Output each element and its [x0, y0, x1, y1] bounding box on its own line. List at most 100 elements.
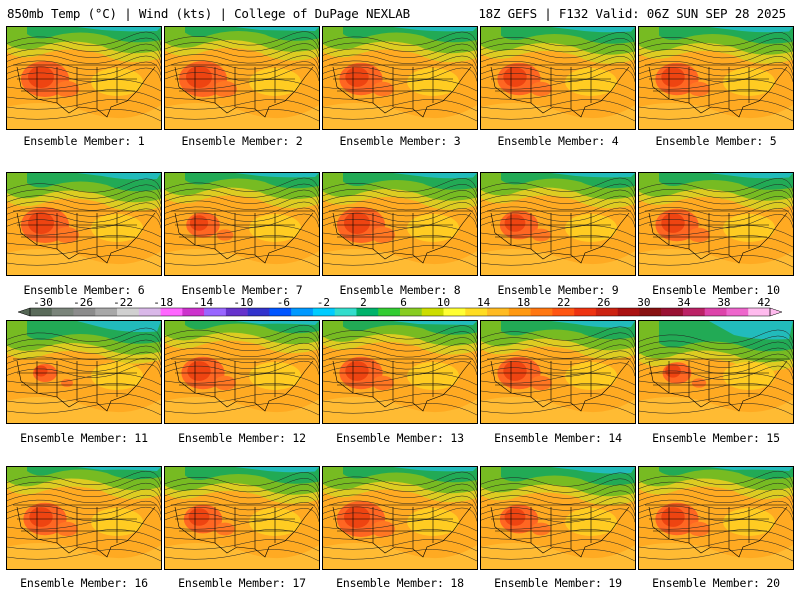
colorbar-tick-label: -22: [113, 296, 133, 309]
colorbar-swatch: [356, 308, 379, 316]
colorbar-tick-label: 2: [360, 296, 367, 309]
ensemble-member-map: [638, 320, 794, 424]
ensemble-member-map: [164, 320, 320, 424]
colorbar-swatch: [95, 308, 118, 316]
ensemble-member-label: Ensemble Member: 12: [178, 431, 306, 445]
ensemble-member-map: [164, 466, 320, 570]
colorbar-tick-label: -14: [193, 296, 213, 309]
colorbar-tick-label: -6: [277, 296, 290, 309]
colorbar-swatch: [30, 308, 53, 316]
colorbar-swatch: [704, 308, 727, 316]
colorbar-swatch: [182, 308, 205, 316]
temperature-field: [323, 467, 477, 569]
ensemble-member-label: Ensemble Member: 18: [336, 576, 464, 590]
ensemble-member-map: [322, 466, 478, 570]
temperature-field: [7, 321, 161, 423]
ensemble-member-map: [638, 172, 794, 276]
colorbar-tick-label: -30: [33, 296, 53, 309]
ensemble-member-label: Ensemble Member: 17: [178, 576, 306, 590]
ensemble-member-map: [322, 320, 478, 424]
ensemble-member-map: [480, 466, 636, 570]
ensemble-member-label: Ensemble Member: 14: [494, 431, 622, 445]
colorbar-swatch: [247, 308, 270, 316]
ensemble-member-label: Ensemble Member: 1: [23, 134, 145, 148]
colorbar-tick-label: -18: [153, 296, 173, 309]
ensemble-member-label: Ensemble Member: 8: [339, 283, 461, 297]
colorbar-swatch: [574, 308, 597, 316]
colorbar-swatch: [726, 308, 749, 316]
colorbar-swatch: [291, 308, 314, 316]
colorbar-tick-label: 26: [597, 296, 610, 309]
colorbar-tick-label: 38: [717, 296, 730, 309]
temperature-field: [7, 27, 161, 129]
colorbar-tick-label: -26: [73, 296, 93, 309]
run-valid-time: 18Z GEFS | F132 Valid: 06Z SUN SEP 28 20…: [478, 6, 786, 21]
colorbar-graphic: -30 -26 -22 -18 -14 -10 -6 -2 2 6 10 14 18 22 26 30 34 38…: [17, 296, 783, 317]
ensemble-member-map: [322, 172, 478, 276]
ensemble-member-label: Ensemble Member: 7: [181, 283, 303, 297]
temperature-field: [7, 467, 161, 569]
temperature-field: [639, 173, 793, 275]
ensemble-member-label: Ensemble Member: 10: [652, 283, 780, 297]
ensemble-member-label: Ensemble Member: 5: [655, 134, 777, 148]
colorbar-tick-label: -2: [317, 296, 330, 309]
ensemble-member-label: Ensemble Member: 20: [652, 576, 780, 590]
ensemble-member-map: [638, 26, 794, 130]
colorbar-swatch: [421, 308, 444, 316]
colorbar-swatch: [138, 308, 161, 316]
colorbar-swatch: [465, 308, 488, 316]
temperature-field: [481, 467, 635, 569]
colorbar-swatch: [443, 308, 466, 316]
temperature-field: [639, 27, 793, 129]
colorbar-swatch: [661, 308, 684, 316]
colorbar-swatch: [117, 308, 140, 316]
ensemble-member-map: [6, 172, 162, 276]
ensemble-member-map: [6, 26, 162, 130]
colorbar-swatch: [400, 308, 423, 316]
colorbar-left-arrow: [17, 307, 31, 317]
ensemble-member-label: Ensemble Member: 4: [497, 134, 619, 148]
colorbar-swatch: [530, 308, 553, 316]
temperature-field: [481, 173, 635, 275]
temperature-field: [165, 173, 319, 275]
temperature-field: [639, 321, 793, 423]
ensemble-member-label: Ensemble Member: 15: [652, 431, 780, 445]
temperature-field: [7, 173, 161, 275]
colorbar-tick-label: 18: [517, 296, 530, 309]
temperature-field: [481, 27, 635, 129]
ensemble-member-label: Ensemble Member: 9: [497, 283, 619, 297]
ensemble-member-label: Ensemble Member: 16: [20, 576, 148, 590]
colorbar-swatch: [508, 308, 531, 316]
colorbar-swatch: [552, 308, 575, 316]
colorbar-tick-label: 22: [557, 296, 570, 309]
temperature-field: [323, 321, 477, 423]
colorbar-tick-label: 30: [637, 296, 650, 309]
ensemble-member-map: [322, 26, 478, 130]
ensemble-member-label: Ensemble Member: 3: [339, 134, 461, 148]
colorbar-swatch: [595, 308, 618, 316]
ensemble-member-label: Ensemble Member: 6: [23, 283, 145, 297]
colorbar-tick-label: 34: [677, 296, 691, 309]
colorbar-swatch: [334, 308, 357, 316]
temperature-field: [323, 27, 477, 129]
colorbar-swatch: [204, 308, 227, 316]
ensemble-member-map: [6, 320, 162, 424]
colorbar-swatch: [225, 308, 248, 316]
colorbar-swatch: [617, 308, 640, 316]
colorbar-tick-label: -10: [233, 296, 253, 309]
ensemble-member-map: [480, 172, 636, 276]
colorbar-swatch: [269, 308, 292, 316]
temperature-field: [481, 321, 635, 423]
colorbar-swatch: [639, 308, 662, 316]
temperature-field: [165, 27, 319, 129]
ensemble-member-map: [6, 466, 162, 570]
colorbar-swatch: [487, 308, 510, 316]
colorbar-swatch: [51, 308, 74, 316]
colorbar-swatch: [73, 308, 96, 316]
ensemble-member-map: [480, 320, 636, 424]
ensemble-member-map: [480, 26, 636, 130]
ensemble-member-map: [638, 466, 794, 570]
colorbar-swatch: [748, 308, 771, 316]
ensemble-member-label: Ensemble Member: 11: [20, 431, 148, 445]
temperature-field: [165, 321, 319, 423]
